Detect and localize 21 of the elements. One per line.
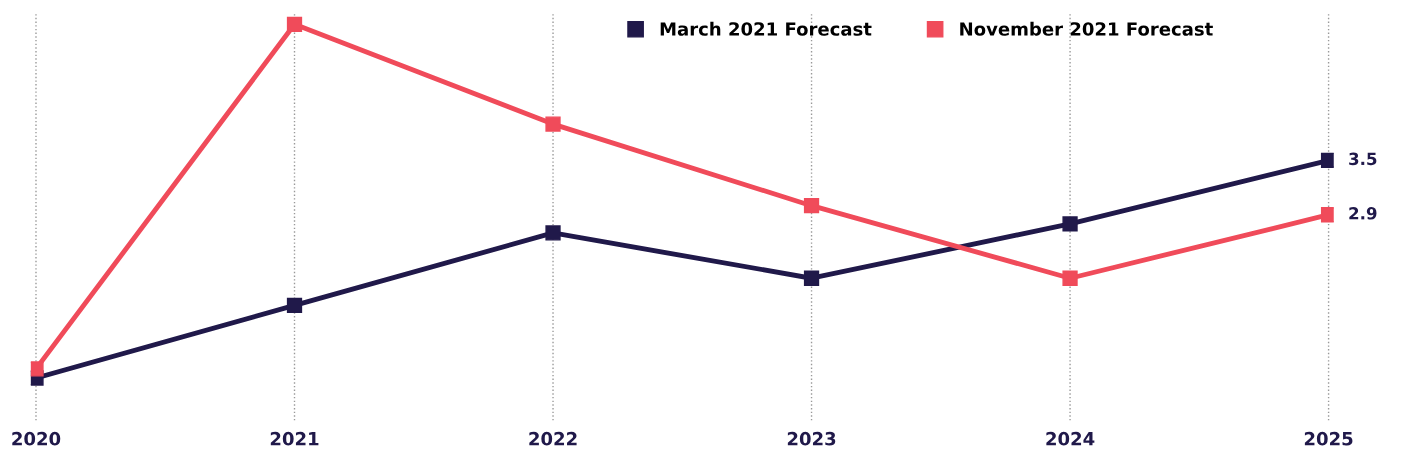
data-label: 2.9 [1349, 206, 1377, 220]
point [1062, 216, 1078, 232]
x-tick-label: 2021 [270, 431, 319, 446]
legend-label: March 2021 Forecast [660, 21, 872, 36]
x-tick-label: 2023 [787, 431, 836, 446]
legend-label: November 2021 Forecast [960, 21, 1213, 36]
point [1320, 207, 1334, 223]
x-tick-label: 2024 [1046, 431, 1095, 446]
point [545, 225, 561, 241]
point [545, 116, 561, 132]
point [803, 198, 820, 214]
x-tick-label: 2022 [529, 431, 577, 446]
point [1062, 270, 1078, 286]
point [286, 16, 303, 32]
data-label: 3.5 [1349, 152, 1377, 166]
point [1320, 152, 1334, 168]
point [30, 361, 44, 377]
point [803, 270, 820, 286]
x-tick-label: 2020 [12, 431, 61, 446]
x-tick-label: 2025 [1304, 431, 1353, 446]
point [286, 297, 303, 314]
